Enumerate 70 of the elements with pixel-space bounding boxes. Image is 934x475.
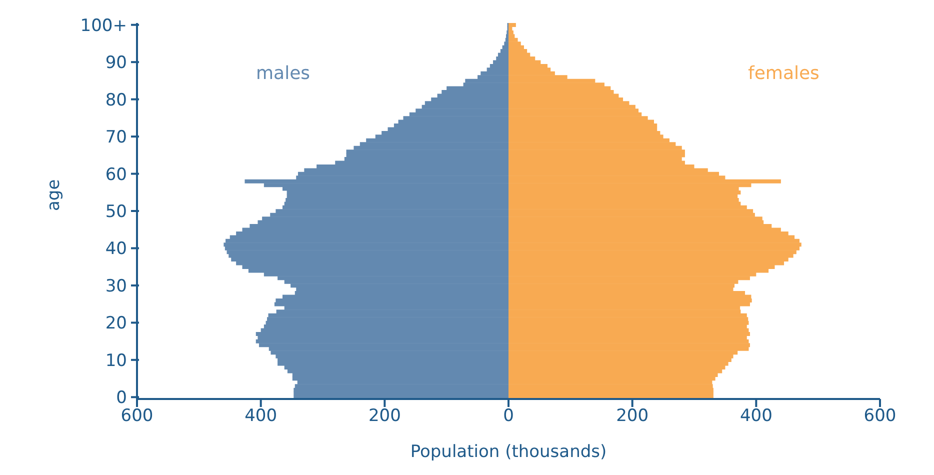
bar	[508, 250, 796, 254]
bar	[508, 302, 750, 306]
x-tick-label: 0	[503, 406, 514, 426]
bar	[346, 150, 508, 154]
x-tick-label: 400	[244, 406, 278, 426]
y-tick-label: 30	[105, 276, 127, 296]
bar	[286, 194, 508, 198]
text: females	[748, 63, 820, 84]
bar	[508, 392, 714, 396]
y-tick-label: 0	[116, 388, 127, 408]
bar	[230, 235, 508, 240]
bar	[508, 343, 750, 348]
bar	[508, 317, 748, 322]
bar	[508, 150, 685, 154]
bar	[508, 324, 747, 329]
y-tick-label: 10	[105, 350, 127, 371]
y-tick-label: 70	[105, 128, 127, 148]
x-axis-title: Population (thousands)	[410, 442, 607, 462]
bar	[294, 384, 508, 388]
y-tick-label: 20	[105, 314, 127, 334]
x-tick-label: 200	[368, 406, 401, 426]
x-tick-label: 600	[864, 406, 896, 426]
bar	[508, 68, 551, 72]
bar	[508, 369, 722, 374]
y-tick-label: 40	[105, 239, 127, 260]
bar	[508, 384, 713, 388]
x-tick-label: 400	[740, 406, 772, 426]
bar	[270, 350, 508, 355]
bar	[508, 49, 528, 54]
bar	[508, 23, 516, 27]
text: males	[256, 63, 310, 84]
bar	[508, 376, 716, 381]
bar	[284, 202, 508, 206]
y-tick-label: 100+	[80, 16, 127, 36]
bar	[287, 369, 508, 374]
bar	[508, 34, 515, 38]
bar	[258, 343, 508, 348]
bar	[508, 242, 802, 247]
bar	[508, 216, 762, 221]
bar	[508, 94, 619, 98]
bar	[224, 242, 508, 247]
bar	[508, 194, 738, 198]
bar	[508, 284, 734, 288]
bar	[274, 302, 508, 306]
bar	[508, 42, 521, 46]
y-tick-label: 50	[105, 202, 127, 222]
bar	[508, 108, 639, 113]
y-tick-label: 80	[105, 90, 127, 110]
y-axis-title: age	[44, 179, 64, 211]
bar	[424, 101, 508, 106]
bar	[500, 49, 508, 54]
bar	[292, 376, 508, 381]
bar	[267, 317, 508, 322]
bar	[231, 258, 508, 262]
bar	[508, 209, 754, 214]
bar	[508, 336, 747, 340]
bar	[493, 60, 508, 64]
bar	[508, 358, 732, 362]
bar	[508, 26, 512, 31]
bar	[264, 324, 508, 329]
x-tick-label: 200	[616, 406, 649, 426]
bar	[278, 358, 508, 362]
y-tick-label: 60	[105, 164, 127, 185]
bar	[294, 392, 508, 396]
y-tick-label: 90	[105, 53, 127, 74]
bar	[508, 127, 658, 132]
x-tick-label: 600	[120, 406, 154, 426]
bar	[504, 42, 508, 46]
bar	[258, 336, 508, 340]
bar	[226, 250, 508, 254]
